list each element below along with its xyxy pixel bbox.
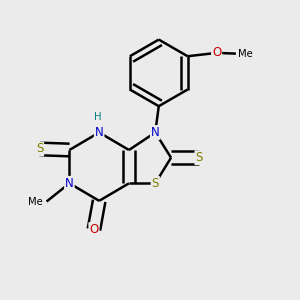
Text: S: S bbox=[152, 177, 159, 190]
Text: S: S bbox=[195, 151, 203, 164]
Text: N: N bbox=[95, 126, 103, 139]
Text: S: S bbox=[36, 142, 43, 155]
Text: H: H bbox=[94, 112, 101, 122]
Text: Me: Me bbox=[28, 196, 43, 206]
Text: O: O bbox=[89, 223, 98, 236]
Text: Me: Me bbox=[238, 49, 252, 58]
Text: O: O bbox=[212, 46, 221, 59]
Text: N: N bbox=[65, 177, 74, 190]
Text: N: N bbox=[151, 126, 160, 139]
